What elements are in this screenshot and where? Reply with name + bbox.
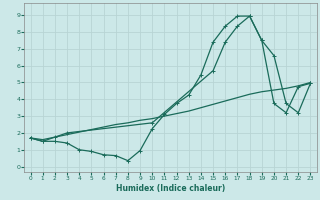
X-axis label: Humidex (Indice chaleur): Humidex (Indice chaleur): [116, 184, 225, 193]
